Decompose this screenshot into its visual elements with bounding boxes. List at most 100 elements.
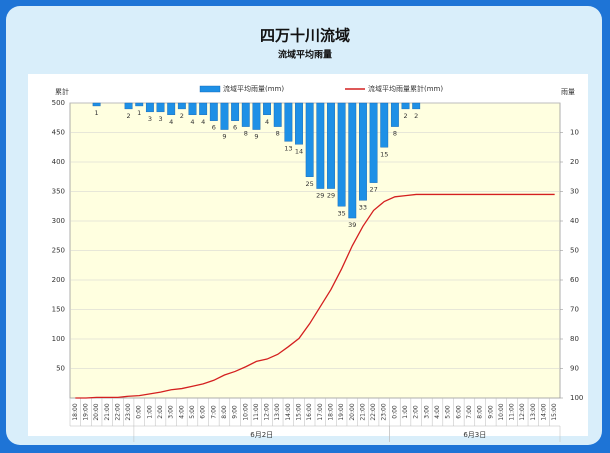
y-tick-label: 250 (52, 247, 65, 255)
y2-tick-label: 30 (570, 188, 579, 196)
y-tick-label: 350 (52, 188, 65, 196)
bar-value-label: 35 (337, 209, 345, 217)
x-tick-label: 13:00 (274, 403, 281, 420)
legend-swatch (199, 85, 221, 93)
bar-value-label: 2 (180, 112, 184, 120)
y2-tick-label: 80 (570, 335, 579, 343)
x-tick-label: 22:00 (114, 403, 121, 420)
bar (231, 102, 240, 121)
bar-value-label: 27 (369, 186, 377, 194)
x-tick-label: 7:00 (466, 405, 473, 419)
x-tick-label: 20:00 (349, 403, 356, 420)
bar-value-label: 4 (201, 118, 205, 126)
x-tick-label: 2:00 (413, 405, 420, 419)
bar (177, 102, 186, 110)
bar-value-label: 4 (190, 118, 194, 126)
group-label: 6月3日 (463, 431, 486, 439)
y-tick-label: 400 (52, 158, 65, 166)
bar-value-label: 6 (233, 124, 237, 132)
x-tick-label: 1:00 (146, 405, 153, 419)
bar (135, 102, 144, 107)
bar (273, 102, 282, 127)
bar-value-label: 4 (265, 118, 269, 126)
y2-axis-label: 雨量 (561, 88, 575, 96)
x-tick-label: 18:00 (72, 403, 79, 420)
bar-value-label: 9 (254, 133, 258, 141)
x-tick-label: 22:00 (370, 403, 377, 420)
x-tick-label: 11:00 (509, 403, 516, 420)
bar (124, 102, 133, 110)
bar (241, 102, 250, 127)
bar-value-label: 2 (127, 112, 131, 120)
x-tick-label: 9:00 (487, 405, 494, 419)
x-tick-label: 21:00 (359, 403, 366, 420)
y2-tick-label: 50 (570, 247, 579, 255)
y-tick-label: 150 (52, 306, 65, 314)
y2-tick-label: 10 (570, 129, 579, 137)
bar (156, 102, 165, 113)
bar-value-label: 6 (212, 124, 216, 132)
bar (209, 102, 218, 121)
x-tick-label: 6:00 (200, 405, 207, 419)
x-tick-label: 12:00 (264, 403, 271, 420)
bar-value-label: 2 (414, 112, 418, 120)
x-tick-label: 10:00 (498, 403, 505, 420)
legend-label: 流域平均雨量(mm) (223, 84, 284, 93)
x-tick-label: 3:00 (168, 405, 175, 419)
bar-value-label: 1 (95, 109, 99, 117)
bar-value-label: 33 (359, 203, 367, 211)
x-tick-label: 4:00 (178, 405, 185, 419)
x-tick-label: 7:00 (210, 405, 217, 419)
bar (284, 102, 293, 142)
bar (316, 102, 325, 189)
bar-value-label: 14 (295, 147, 303, 155)
bar (337, 102, 346, 207)
x-tick-label: 6:00 (455, 405, 462, 419)
y2-tick-label: 90 (570, 365, 579, 373)
y-tick-label: 500 (52, 99, 65, 107)
x-tick-label: 14:00 (285, 403, 292, 420)
bar (359, 102, 367, 201)
x-tick-label: 21:00 (104, 403, 111, 420)
x-tick-label: 17:00 (317, 403, 324, 420)
bar (390, 102, 399, 127)
x-tick-label: 20:00 (93, 403, 100, 420)
y2-tick-label: 40 (570, 217, 579, 225)
bar (369, 102, 378, 183)
bar (252, 102, 261, 130)
bar (295, 102, 303, 145)
x-tick-label: 19:00 (82, 403, 89, 420)
x-tick-label: 14:00 (541, 403, 548, 420)
bar (380, 102, 389, 148)
bar (220, 102, 229, 130)
x-tick-label: 5:00 (189, 405, 196, 419)
bar (92, 102, 101, 107)
bar (188, 102, 197, 116)
bar-value-label: 8 (276, 130, 280, 138)
y-tick-label: 100 (52, 335, 65, 343)
y2-tick-label: 70 (570, 306, 579, 314)
x-tick-label: 11:00 (253, 403, 260, 420)
bar (348, 102, 357, 219)
bar (305, 102, 314, 177)
x-tick-label: 19:00 (338, 403, 345, 420)
x-tick-label: 8:00 (221, 405, 228, 419)
x-tick-label: 2:00 (157, 405, 164, 419)
bar (199, 102, 208, 116)
x-tick-label: 13:00 (530, 403, 537, 420)
y-axis-label: 累計 (55, 87, 69, 96)
x-tick-label: 10:00 (242, 403, 249, 420)
x-tick-label: 23:00 (381, 403, 388, 420)
y-tick-label: 450 (52, 129, 65, 137)
x-tick-label: 3:00 (423, 405, 430, 419)
x-tick-label: 8:00 (477, 405, 484, 419)
bar-value-label: 13 (284, 144, 292, 152)
y-tick-label: 300 (52, 217, 65, 225)
legend-label: 流域平均雨量累計(mm) (368, 84, 443, 93)
bar-value-label: 29 (316, 192, 324, 200)
bar (327, 102, 335, 189)
x-tick-label: 0:00 (136, 405, 143, 419)
bar-value-label: 3 (148, 115, 152, 123)
